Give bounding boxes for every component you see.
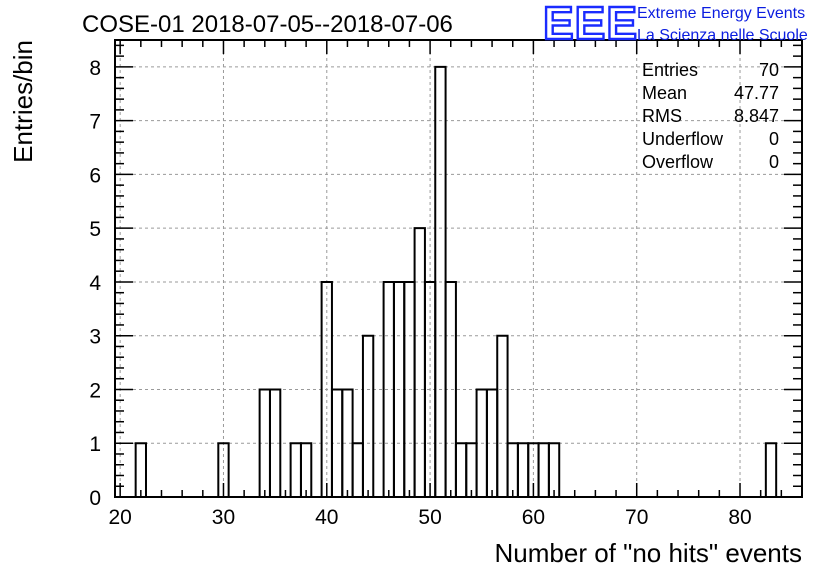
- y-tick-label: 0: [89, 487, 101, 510]
- x-tick-label: 50: [418, 506, 441, 529]
- histogram-bar: [547, 442, 561, 497]
- y-tick-label: 8: [89, 57, 101, 80]
- x-tick-label: 80: [728, 506, 751, 529]
- histogram-bar: [217, 442, 230, 497]
- histogram-bar: [516, 442, 530, 497]
- x-tick-label: 40: [315, 506, 338, 529]
- x-tick-label: 20: [108, 506, 131, 529]
- x-tick-label: 70: [625, 506, 648, 529]
- histogram-bar: [764, 442, 778, 497]
- chart-title: COSE-01 2018-07-05--2018-07-06: [82, 11, 453, 38]
- y-tick-label: 2: [89, 379, 101, 402]
- y-tick-label: 6: [89, 164, 101, 187]
- plot-frame: [114, 39, 803, 498]
- stats-label: Overflow: [642, 152, 714, 172]
- stats-value: 47.77: [734, 83, 779, 103]
- histogram-bar: [496, 334, 509, 497]
- grid-lines: [115, 40, 802, 497]
- histogram-bars: [134, 65, 778, 497]
- histogram-bar: [506, 442, 519, 497]
- y-tick-label: 1: [89, 433, 101, 456]
- stats-label: RMS: [642, 106, 682, 126]
- eee-logo-mark: EEE: [543, 0, 638, 49]
- x-tick-label: 30: [212, 506, 235, 529]
- stats-box: Entries 70 Mean 47.77 RMS 8.847 Underflow 0 Over…: [642, 60, 779, 172]
- x-tick-label: 60: [522, 506, 545, 529]
- histogram-bar: [351, 442, 364, 497]
- histogram-bar: [537, 442, 550, 497]
- stats-label: Mean: [642, 83, 687, 103]
- axis-ticks: 20 30 40 50 60 70 80 0 1 2 3 4 5 6 7 8: [89, 40, 803, 529]
- stats-label: Entries: [642, 60, 698, 80]
- histogram-bar: [361, 334, 375, 497]
- y-axis-label: Entries/bin: [8, 40, 38, 163]
- histogram-bar: [444, 280, 457, 497]
- histogram-bar: [134, 442, 147, 497]
- stats-value: 70: [759, 60, 779, 80]
- stats-value: 8.847: [734, 106, 779, 126]
- eee-logo: EEE Extreme Energy Events La Scienza nel…: [542, 0, 808, 50]
- y-tick-label: 3: [89, 326, 101, 349]
- histogram-bar: [299, 442, 313, 497]
- histogram-bar: [465, 442, 478, 497]
- logo-line-1: Extreme Energy Events: [637, 5, 805, 22]
- histogram-bar: [289, 442, 302, 497]
- y-tick-label: 4: [89, 272, 101, 295]
- histogram-bar: [268, 388, 282, 497]
- x-axis-label: Number of "no hits" events: [495, 538, 803, 568]
- logo-line-2: La Scienza nelle Scuole: [637, 27, 808, 44]
- y-tick-label: 7: [89, 111, 101, 134]
- histogram-bar: [413, 227, 426, 497]
- stats-value: 0: [769, 152, 779, 172]
- y-tick-label: 5: [89, 218, 101, 241]
- stats-value: 0: [769, 129, 779, 149]
- stats-label: Underflow: [642, 129, 724, 149]
- histogram-bar: [454, 442, 468, 497]
